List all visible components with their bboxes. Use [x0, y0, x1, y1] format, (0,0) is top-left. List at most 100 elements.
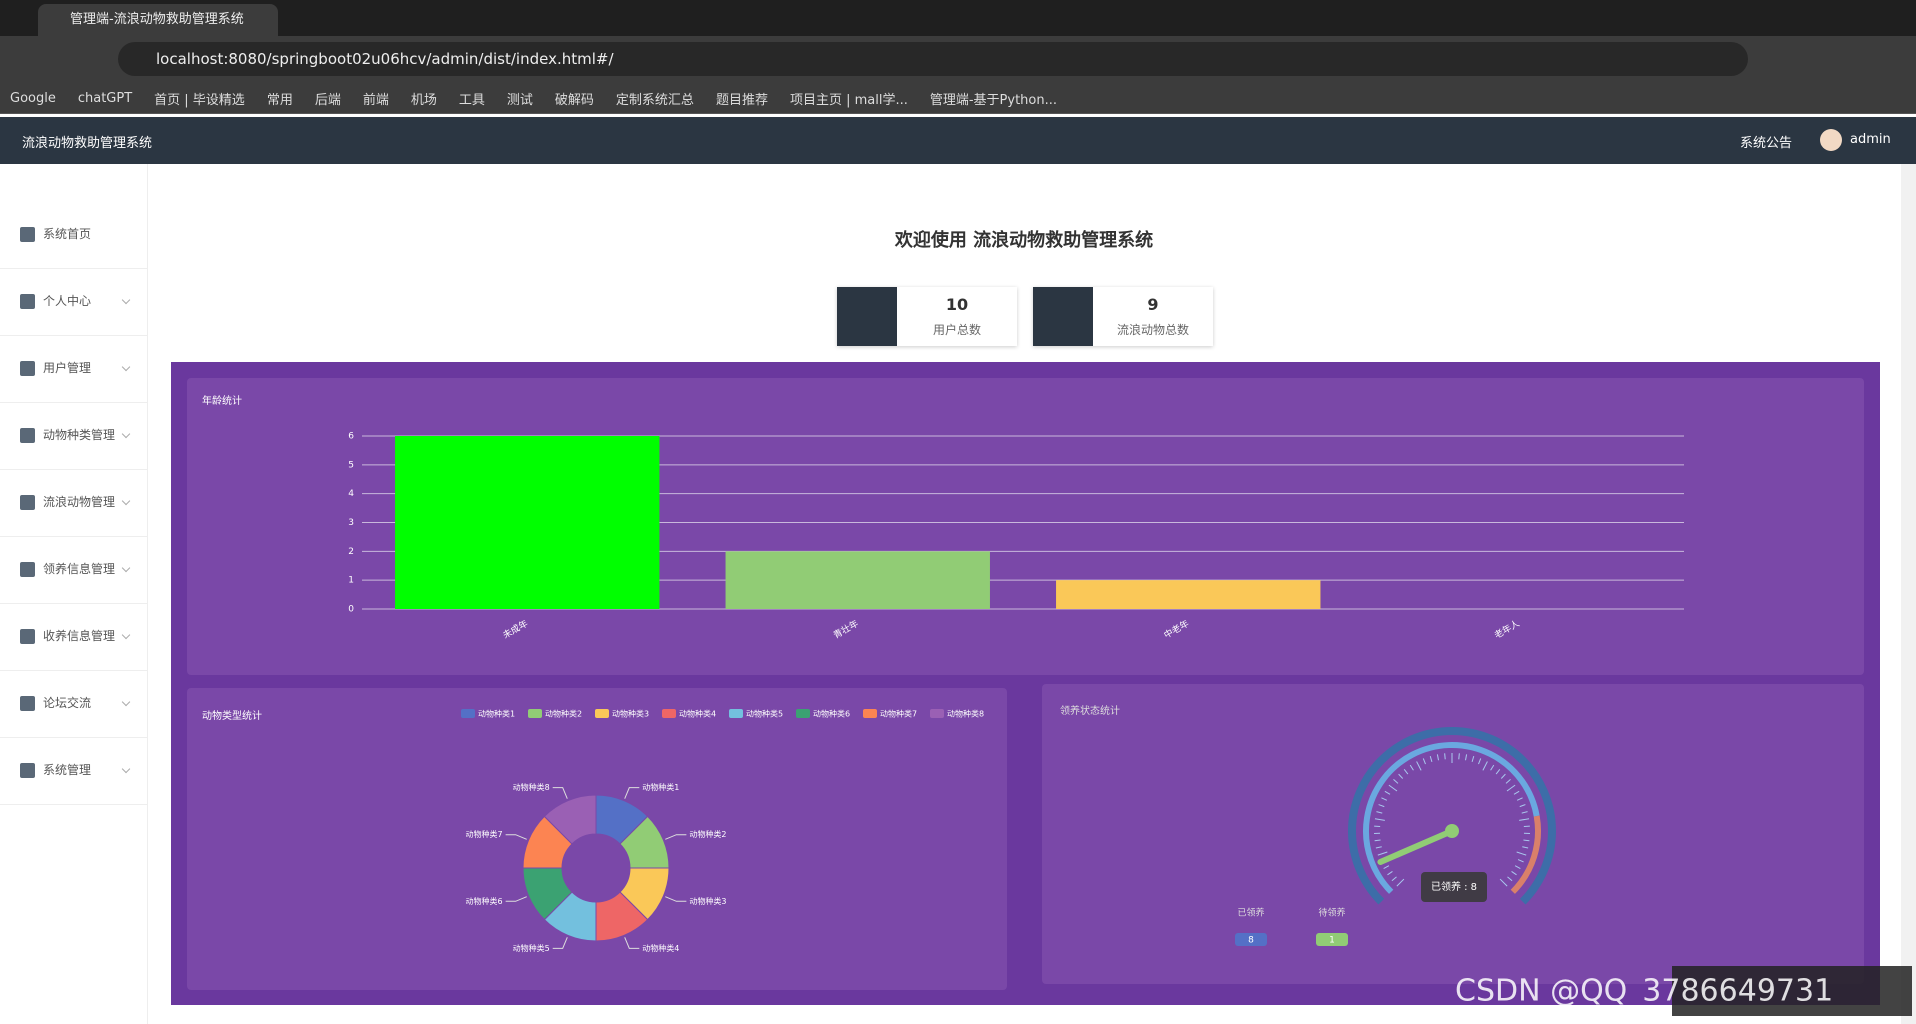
- gauge-hub: [1445, 824, 1459, 838]
- sidebar-item[interactable]: 用户管理: [0, 335, 147, 403]
- sidebar-item[interactable]: 个人中心: [0, 268, 147, 336]
- sidebar-label: 收养信息管理: [43, 629, 116, 643]
- notice-link[interactable]: 系统公告: [1740, 136, 1793, 151]
- bookmark[interactable]: 题目推荐: [715, 92, 768, 108]
- leader-line: [552, 937, 568, 949]
- tooltip-box: [1421, 872, 1487, 902]
- sidebar-item[interactable]: 收养信息管理: [0, 603, 147, 671]
- legend-swatch: [796, 709, 810, 718]
- bookmark[interactable]: 测试: [506, 92, 533, 108]
- gauge-tick: [1523, 839, 1530, 842]
- sidebar-label: 论坛交流: [43, 696, 92, 710]
- status-badge: [1235, 933, 1267, 946]
- gauge-tick: [1495, 769, 1501, 775]
- gauge-tick: [1384, 790, 1391, 795]
- gauge-tick: [1403, 769, 1409, 775]
- status-badge: [1316, 933, 1348, 946]
- legend-swatch: [662, 709, 676, 718]
- tooltip: 已领养 : 8: [1431, 880, 1477, 893]
- gauge-tick: [1465, 754, 1468, 761]
- sidebar-icon: [20, 428, 35, 443]
- status-value: 1: [1329, 936, 1335, 946]
- url-field[interactable]: localhost:8080/springboot02u06hcv/admin/…: [118, 42, 1748, 76]
- y-tick-label: 2: [348, 547, 354, 557]
- sidebar-icon: [20, 294, 35, 309]
- gauge-tick: [1422, 758, 1426, 765]
- legend-swatch: [863, 709, 877, 718]
- sidebar-item[interactable]: 系统首页: [0, 201, 147, 269]
- sidebar-item[interactable]: 论坛交流: [0, 670, 147, 738]
- legend-label: 动物种类1: [478, 709, 515, 719]
- sidebar-item[interactable]: 动物种类管理: [0, 402, 147, 470]
- gauge-tick: [1388, 784, 1398, 792]
- slice-label: 动物种类2: [689, 829, 726, 839]
- y-tick-label: 6: [348, 432, 354, 442]
- app-header: 流浪动物救助管理系统 系统公告 admin: [0, 117, 1916, 164]
- stat-value: 9: [1147, 295, 1159, 314]
- gauge-tick: [1516, 797, 1523, 801]
- status-label: 待领养: [1318, 907, 1345, 919]
- gauge-tick: [1478, 758, 1482, 765]
- address-bar: localhost:8080/springboot02u06hcv/admin/…: [0, 36, 1916, 83]
- gauge-tick: [1375, 846, 1382, 849]
- slice-label: 动物种类6: [466, 896, 503, 906]
- sidebar: 系统首页个人中心用户管理动物种类管理流浪动物管理 领养信息管理收养信息管理 论坛交流…: [0, 164, 148, 1024]
- legend-label: 动物种类4: [679, 709, 716, 719]
- gauge-tick: [1471, 755, 1475, 762]
- bookmark[interactable]: 首页 | 毕设精选: [154, 92, 245, 108]
- bookmark[interactable]: 管理端-基于Python...: [929, 92, 1058, 108]
- sidebar-icon: [20, 562, 35, 577]
- bookmark[interactable]: 工具: [458, 92, 485, 108]
- gauge-tick: [1499, 878, 1508, 887]
- slice-label: 动物种类1: [642, 782, 679, 792]
- stat-icon: [837, 287, 897, 346]
- bookmark[interactable]: 常用: [266, 92, 293, 108]
- overlay: [1672, 966, 1912, 1016]
- sidebar-label: 系统首页: [43, 227, 92, 241]
- gauge-tick: [1482, 761, 1488, 771]
- sidebar-item[interactable]: 流浪动物管理: [0, 469, 147, 537]
- bookmark[interactable]: 后端: [314, 92, 341, 108]
- bookmark[interactable]: 机场: [410, 92, 437, 108]
- bookmark[interactable]: 破解码: [554, 92, 594, 108]
- sidebar-label: 个人中心: [43, 294, 92, 308]
- sidebar-icon: [20, 361, 35, 376]
- sidebar-icon: [20, 227, 35, 242]
- sidebar-item[interactable]: 领养信息管理: [0, 536, 147, 604]
- welcome: 欢迎使用 流浪动物救助管理系统: [894, 230, 1154, 251]
- bookmark[interactable]: chatGPT: [77, 90, 133, 106]
- leader-line: [665, 896, 687, 902]
- leader-line: [665, 834, 687, 840]
- bar: [395, 436, 660, 609]
- user-menu[interactable]: admin: [1850, 132, 1891, 147]
- avatar[interactable]: [1820, 129, 1842, 151]
- gauge-band-end: [1510, 815, 1541, 894]
- leader-line: [505, 896, 527, 902]
- bookmarks-bar: Google chatGPT 首页 | 毕设精选 常用 后端 前端 机场 工具 测试 破解码 定制系…: [0, 83, 1916, 114]
- gauge-tick: [1517, 859, 1524, 863]
- gauge-tick: [1374, 839, 1381, 842]
- slice-label: 动物种类4: [642, 943, 679, 953]
- sidebar-label: 系统管理: [43, 763, 92, 777]
- stat-card: 9 流浪动物总数: [1033, 287, 1213, 346]
- bookmark[interactable]: 项目主页 | mall学...: [789, 92, 908, 108]
- bar: [725, 551, 990, 609]
- sidebar-label: 动物种类管理: [43, 428, 116, 442]
- pie-slice: [543, 794, 597, 845]
- legend-label: 动物种类7: [880, 709, 917, 719]
- watermark: CSDN @QQ_3786649731: [1455, 974, 1833, 1009]
- bookmark[interactable]: 前端: [362, 92, 389, 108]
- bookmark[interactable]: 定制系统汇总: [615, 92, 694, 108]
- gauge-band: [1363, 742, 1540, 894]
- sidebar-icon: [20, 495, 35, 510]
- gauge-tick: [1458, 753, 1460, 760]
- sidebar-item[interactable]: 系统管理: [0, 737, 147, 805]
- gauge-needle: [1377, 828, 1455, 865]
- status-label: 已领养: [1237, 907, 1264, 919]
- leader-line: [624, 937, 640, 949]
- bookmark[interactable]: Google: [10, 90, 56, 106]
- browser-tab[interactable]: 管理端-流浪动物救助管理系统: [38, 4, 278, 36]
- y-tick-label: 3: [348, 518, 354, 528]
- y-tick-label: 1: [348, 576, 354, 586]
